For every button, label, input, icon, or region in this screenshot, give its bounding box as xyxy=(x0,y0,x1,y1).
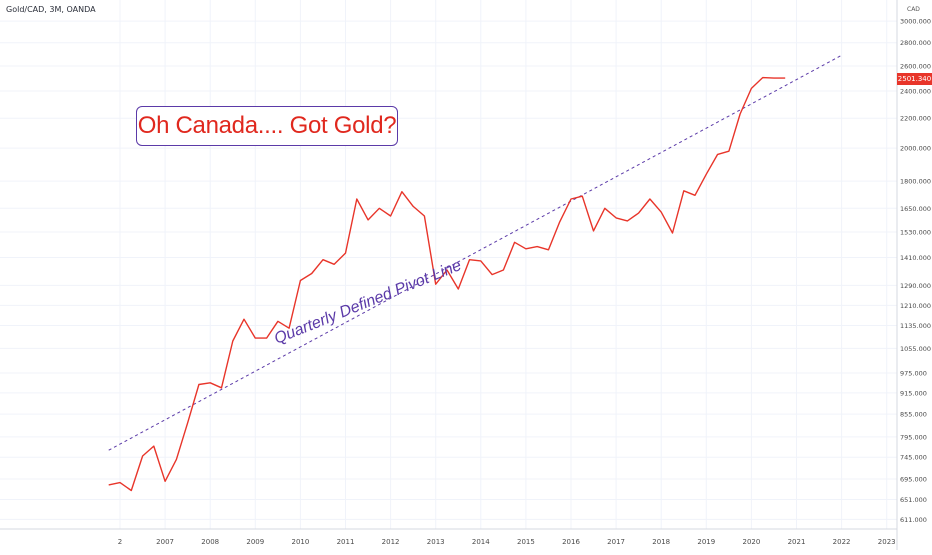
x-tick-label: 2018 xyxy=(652,538,670,546)
y-tick-label: 2400.000 xyxy=(900,88,931,96)
last-price-tag: 2501.340 xyxy=(897,73,932,85)
x-tick-label: 2020 xyxy=(742,538,760,546)
x-tick-label: 2011 xyxy=(337,538,355,546)
x-tick-label: 2019 xyxy=(697,538,715,546)
callout-box: Oh Canada.... Got Gold? xyxy=(136,106,398,146)
x-tick-label: 2007 xyxy=(156,538,174,546)
y-tick-label: 1055.000 xyxy=(900,345,931,353)
symbol-title: Gold/CAD, 3M, OANDA xyxy=(6,5,96,14)
x-tick-label: 2022 xyxy=(833,538,851,546)
x-tick-label: 2021 xyxy=(788,538,806,546)
y-tick-label: 651.000 xyxy=(900,496,927,504)
y-tick-label: 695.000 xyxy=(900,476,927,484)
y-tick-label: 1410.000 xyxy=(900,254,931,262)
y-tick-label: 1530.000 xyxy=(900,228,931,236)
axis-unit-label: CAD xyxy=(907,6,920,13)
callout-text: Oh Canada.... Got Gold? xyxy=(137,112,397,139)
y-axis: 3000.000 2800.000 2600.000 2400.000 2200.000… xyxy=(896,0,931,550)
y-tick-label: 915.000 xyxy=(900,389,927,397)
y-tick-label: 1800.000 xyxy=(900,178,931,186)
y-tick-label: 1210.000 xyxy=(900,302,931,310)
y-tick-label: 1290.000 xyxy=(900,282,931,290)
y-tick-label: 3000.000 xyxy=(900,18,931,26)
price-series-layer xyxy=(108,76,786,492)
x-axis: 2 2007 2008 2009 2010 2011 2012 2013 2014 2015 201… xyxy=(0,528,897,546)
x-tick-label: 2 xyxy=(118,538,122,546)
y-tick-label: 2800.000 xyxy=(900,39,931,47)
y-tick-label: 2000.000 xyxy=(900,145,931,153)
x-tick-label: 2009 xyxy=(246,538,264,546)
x-tick-label: 2023 xyxy=(878,538,896,546)
x-tick-label: 2016 xyxy=(562,538,580,546)
y-tick-label: 795.000 xyxy=(900,433,927,441)
x-tick-label: 2017 xyxy=(607,538,625,546)
y-tick-label: 975.000 xyxy=(900,370,927,378)
y-tick-label: 2600.000 xyxy=(900,62,931,70)
x-tick-label: 2010 xyxy=(291,538,309,546)
x-tick-label: 2015 xyxy=(517,538,535,546)
x-tick-label: 2013 xyxy=(427,538,445,546)
y-tick-label: 855.000 xyxy=(900,411,927,419)
x-tick-label: 2008 xyxy=(201,538,219,546)
trendline-layer xyxy=(108,54,842,451)
grid xyxy=(0,0,897,529)
y-tick-label: 611.000 xyxy=(900,516,927,524)
y-tick-label: 1135.000 xyxy=(900,322,931,330)
y-tick-label: 2200.000 xyxy=(900,115,931,123)
x-tick-label: 2012 xyxy=(382,538,400,546)
x-tick-label: 2014 xyxy=(472,538,490,546)
y-tick-label: 745.000 xyxy=(900,454,927,462)
price-line xyxy=(108,76,786,492)
y-tick-label: 1650.000 xyxy=(900,205,931,213)
trendline xyxy=(108,54,842,451)
